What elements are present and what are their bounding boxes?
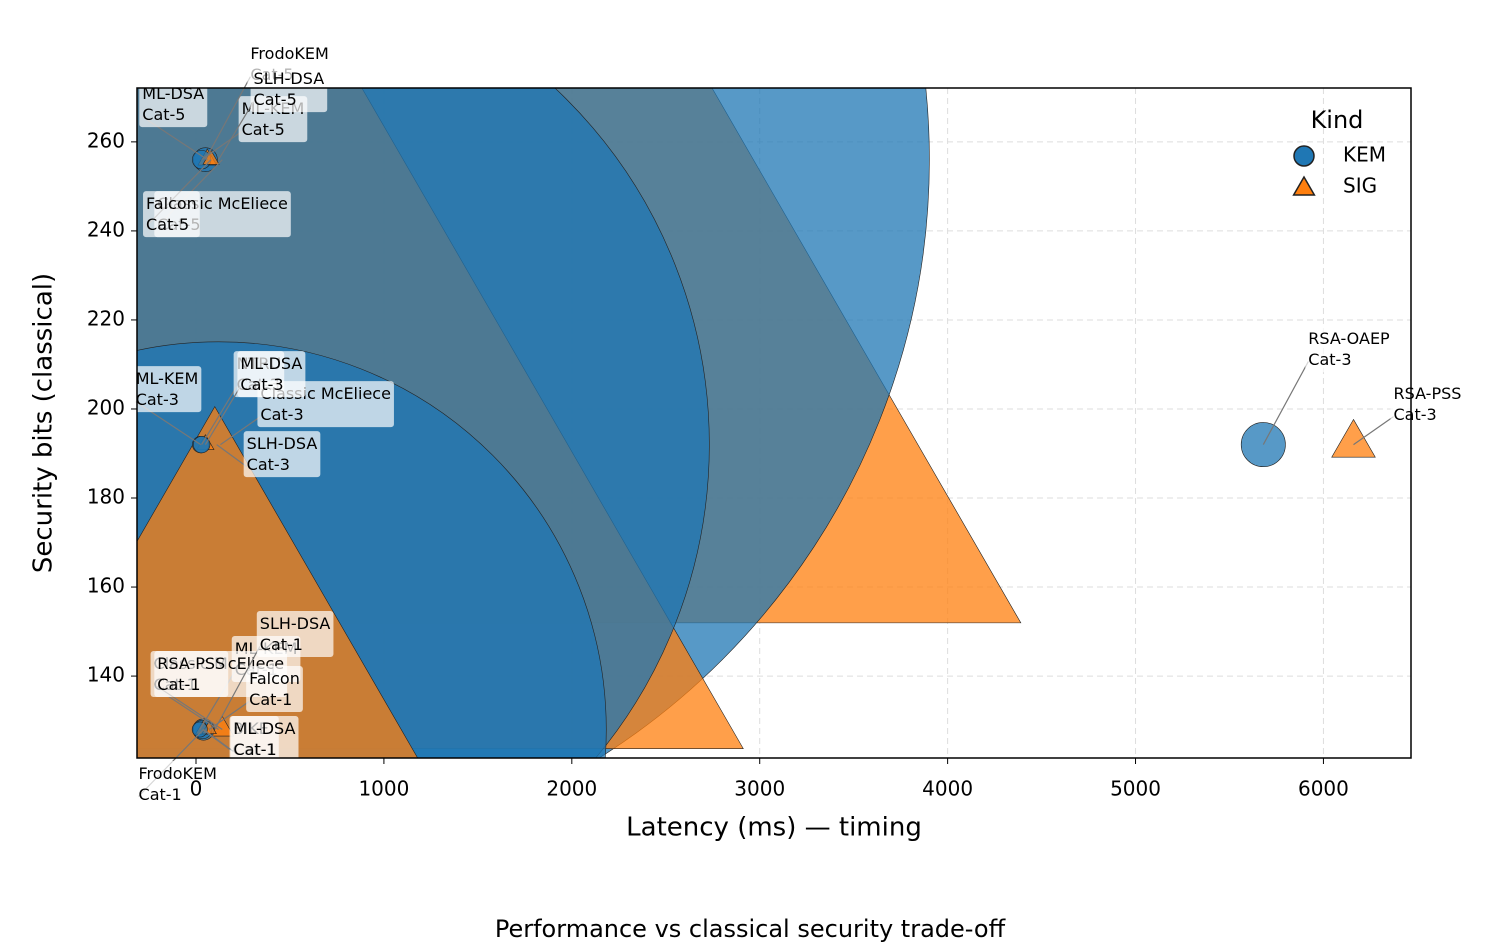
leader-line (218, 101, 255, 160)
point-label-level: Cat-5 (242, 120, 285, 139)
point-label-name: Falcon (146, 194, 197, 213)
x-axis-label: Latency (ms) — timing (626, 813, 922, 843)
y-tick-label: 240 (87, 217, 125, 241)
leader-line (214, 646, 261, 730)
label-box (1305, 326, 1394, 373)
label-box (143, 191, 200, 238)
point-label-name: FrodoKEM (250, 44, 328, 63)
triangle-marker (1331, 418, 1376, 458)
plot-frame (136, 87, 1412, 759)
label-box (135, 761, 220, 808)
chart-title: Performance vs classical security trade-… (495, 915, 1006, 943)
legend-label: SIG (1343, 174, 1377, 198)
y-tick-label: 260 (87, 128, 125, 152)
label-box (237, 351, 306, 398)
axes: 0 1000 2000 3000 4000 5000 6000 140 160 180 200 220… (87, 128, 1349, 800)
point-label-level: Cat-1 (139, 785, 182, 804)
label-box (256, 611, 334, 658)
point-label-level: Cat-5 (142, 105, 185, 124)
point-label-level: Cat-3 (240, 375, 283, 394)
point-label-name: RSA-PSS (1394, 384, 1462, 403)
point-label-name: ML-DSA (240, 354, 302, 373)
legend-marker (1292, 175, 1316, 196)
point-label-name: Falcon (249, 669, 300, 688)
y-tick-label: 180 (87, 485, 125, 509)
point-label-level: Cat-3 (260, 405, 303, 424)
legend-label: KEM (1343, 143, 1386, 167)
annotations: ML-KEMCat-1ML-KEMCat-3ML-KEMCat-5FrodoKE… (132, 41, 1465, 808)
label-box (250, 66, 328, 113)
point-label-name: SLH-DSA (254, 69, 325, 88)
y-tick-label: 160 (87, 574, 125, 598)
point-label-level: Cat-3 (1394, 405, 1437, 424)
y-tick-label: 220 (87, 306, 125, 330)
label-box (246, 666, 303, 713)
point-label-level: Cat-1 (234, 740, 277, 759)
x-tick-label: 1000 (358, 777, 409, 801)
legend: Kind KEM SIG (1292, 106, 1386, 198)
point-label-name: RSA-PSS (157, 654, 225, 673)
label-box (154, 651, 229, 698)
label-box (139, 81, 208, 128)
point-label-name: ML-DSA (234, 719, 296, 738)
label-box (230, 716, 299, 763)
point-label-level: Cat-3 (1308, 350, 1351, 369)
point-label-level: Cat-5 (146, 215, 189, 234)
x-tick-label: 3000 (734, 777, 785, 801)
point-label-name: ML-DSA (142, 84, 204, 103)
leader-line (203, 729, 234, 752)
leader-line (1262, 361, 1309, 445)
point-label-level: Cat-3 (247, 455, 290, 474)
point-label-level: Cat-5 (254, 90, 297, 109)
y-axis-label: Security bits (classical) (29, 273, 59, 573)
y-tick-label: 200 (87, 395, 125, 419)
legend-marker (1293, 145, 1315, 167)
x-tick-label: 4000 (922, 777, 973, 801)
point-label-name: SLH-DSA (260, 614, 331, 633)
label-box (243, 431, 321, 478)
point-label-name: FrodoKEM (139, 764, 217, 783)
label-box (132, 366, 202, 413)
x-tick-label: 2000 (546, 777, 597, 801)
y-tick-label: 140 (87, 663, 125, 687)
leader-line (220, 416, 261, 446)
x-tick-label: 5000 (1110, 777, 1161, 801)
point-label-level: Cat-3 (136, 390, 179, 409)
leader-line (204, 386, 241, 445)
legend-title: Kind (1311, 106, 1364, 134)
x-tick-label: 6000 (1298, 777, 1349, 801)
x-tick-label: 0 (190, 777, 203, 801)
point-label-name: SLH-DSA (247, 434, 318, 453)
point-label-name: RSA-OAEP (1308, 329, 1390, 348)
point-label-level: Cat-1 (157, 675, 200, 694)
leader-line (201, 386, 238, 445)
point-label-level: Cat-1 (260, 635, 303, 654)
leader-line (216, 444, 248, 468)
point-label-name: ML-KEM (136, 369, 199, 388)
point-label-level: Cat-1 (249, 690, 292, 709)
leader-line (1353, 416, 1394, 446)
label-box (1390, 381, 1465, 428)
leader-line (204, 76, 251, 160)
